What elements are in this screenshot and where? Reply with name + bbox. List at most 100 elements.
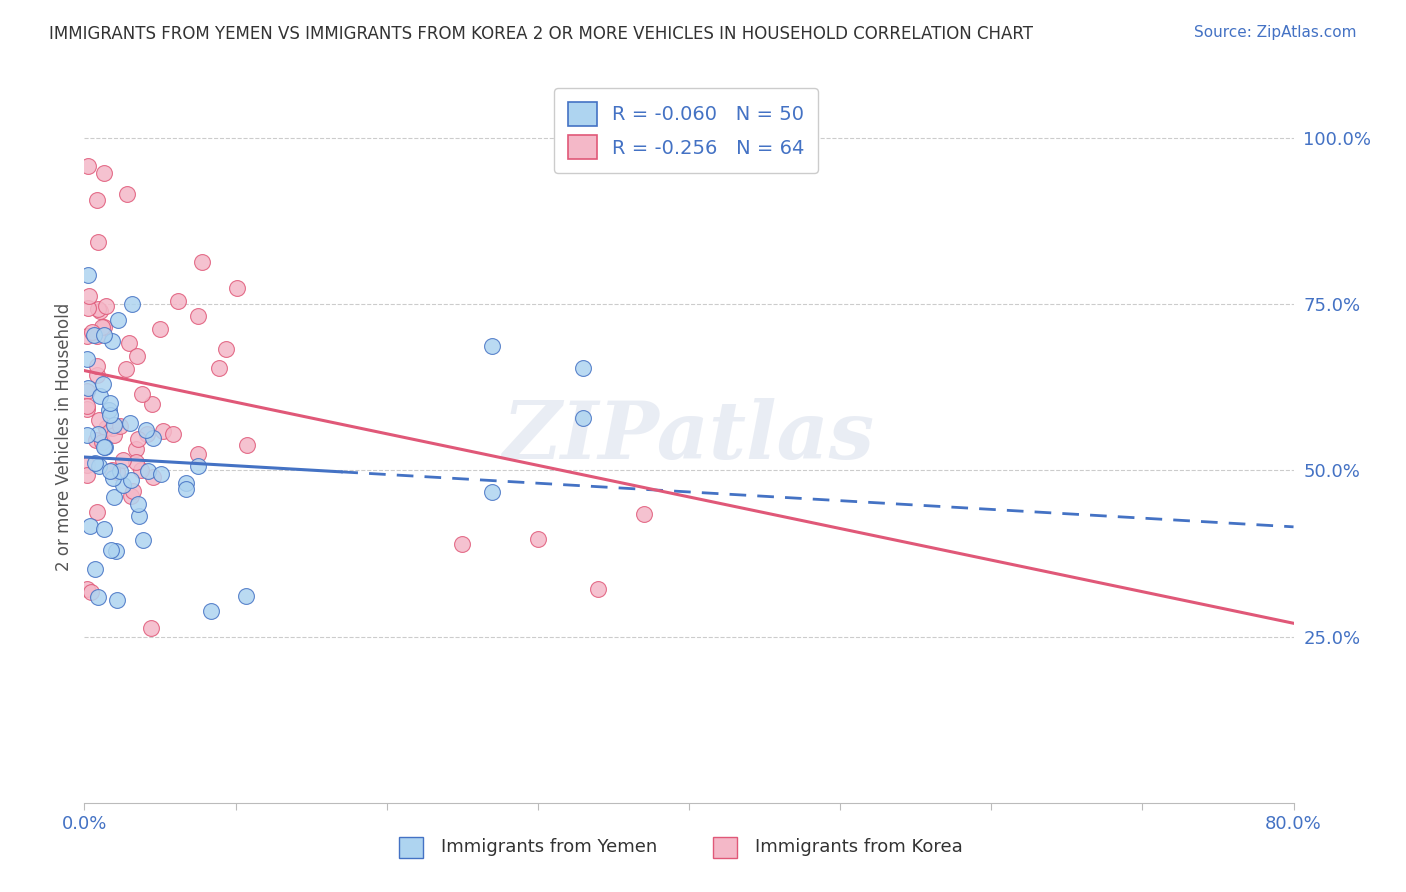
Point — [150, 467, 173, 482]
Point — [84, 434, 107, 448]
Text: ZIPatlas: ZIPatlas — [503, 399, 875, 475]
Point — [100, 421, 122, 435]
Point — [98, 464, 121, 478]
Point — [121, 296, 143, 310]
Point — [76, 381, 98, 395]
Point — [187, 458, 209, 473]
Point — [104, 544, 127, 558]
Point — [76, 352, 98, 367]
Point — [125, 349, 148, 363]
Point — [115, 187, 138, 202]
Point — [149, 321, 172, 335]
Point — [86, 368, 108, 383]
Point — [451, 537, 474, 551]
Y-axis label: 2 or more Vehicles in Household: 2 or more Vehicles in Household — [55, 303, 73, 571]
Point — [77, 289, 100, 303]
Point — [105, 592, 128, 607]
Point — [118, 416, 141, 430]
Point — [83, 562, 105, 576]
Point — [138, 464, 160, 478]
Point — [86, 505, 108, 519]
Point — [103, 417, 125, 432]
Point — [87, 235, 110, 250]
Point — [191, 255, 214, 269]
Point — [83, 328, 105, 343]
Point — [111, 452, 134, 467]
Point — [214, 342, 236, 356]
Point — [93, 440, 115, 454]
Text: Immigrants from Yemen: Immigrants from Yemen — [441, 838, 658, 855]
Point — [125, 442, 148, 456]
Point — [135, 423, 157, 437]
Point — [174, 482, 197, 496]
Point — [76, 468, 98, 483]
Point — [86, 301, 108, 316]
Point — [128, 509, 150, 524]
Point — [105, 465, 128, 479]
Point — [131, 387, 153, 401]
Point — [226, 281, 249, 295]
Point — [187, 447, 209, 461]
Point — [76, 384, 98, 398]
Point — [162, 427, 184, 442]
Point — [107, 313, 129, 327]
Point — [125, 455, 148, 469]
Point — [77, 159, 100, 173]
Point — [86, 426, 108, 441]
Point — [572, 361, 595, 376]
Point — [152, 424, 174, 438]
Point — [200, 604, 222, 618]
Point — [76, 301, 98, 315]
Point — [101, 334, 124, 348]
Point — [103, 428, 125, 442]
Point — [86, 193, 108, 207]
Point — [93, 522, 115, 536]
Point — [76, 458, 98, 472]
Point — [89, 389, 111, 403]
Legend: R = -0.060   N = 50, R = -0.256   N = 64: R = -0.060 N = 50, R = -0.256 N = 64 — [554, 88, 818, 173]
Point — [481, 485, 503, 500]
Point — [98, 409, 121, 423]
Point — [103, 491, 125, 505]
Point — [76, 268, 98, 283]
Point — [118, 336, 141, 351]
Point — [135, 427, 157, 442]
Point — [110, 419, 132, 434]
Text: Source: ZipAtlas.com: Source: ZipAtlas.com — [1194, 25, 1357, 40]
Point — [89, 304, 111, 318]
Point — [97, 403, 120, 417]
Point — [87, 458, 110, 473]
Point — [93, 440, 115, 454]
Point — [76, 329, 98, 343]
Text: Immigrants from Korea: Immigrants from Korea — [755, 838, 963, 855]
Point — [236, 438, 259, 452]
Point — [91, 320, 114, 334]
Point — [141, 397, 163, 411]
Point — [94, 299, 117, 313]
Text: IMMIGRANTS FROM YEMEN VS IMMIGRANTS FROM KOREA 2 OR MORE VEHICLES IN HOUSEHOLD C: IMMIGRANTS FROM YEMEN VS IMMIGRANTS FROM… — [49, 25, 1033, 43]
Point — [481, 339, 503, 353]
Point — [80, 585, 103, 599]
Point — [121, 483, 143, 498]
Point — [86, 359, 108, 374]
Point — [129, 463, 152, 477]
Point — [101, 471, 124, 485]
Point — [208, 361, 231, 376]
Point — [167, 294, 190, 309]
Point — [94, 421, 117, 435]
Point — [120, 489, 142, 503]
Point — [80, 325, 103, 339]
Point — [112, 478, 135, 492]
Point — [101, 463, 124, 477]
Point — [235, 590, 257, 604]
FancyBboxPatch shape — [713, 838, 737, 858]
Point — [572, 411, 595, 425]
Point — [93, 166, 115, 180]
Point — [87, 413, 110, 427]
Point — [142, 431, 165, 445]
Point — [90, 435, 112, 450]
Point — [79, 518, 101, 533]
Point — [633, 508, 655, 522]
Point — [84, 456, 107, 470]
Point — [87, 590, 110, 604]
